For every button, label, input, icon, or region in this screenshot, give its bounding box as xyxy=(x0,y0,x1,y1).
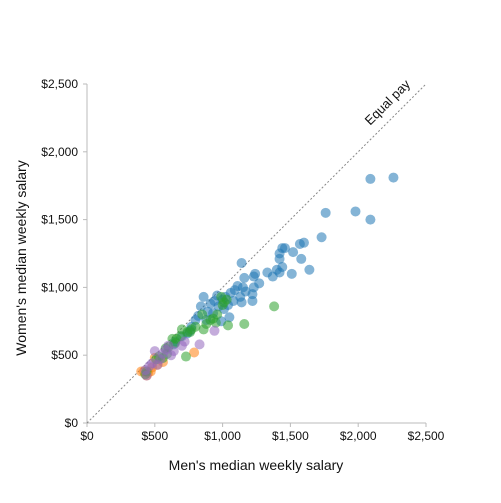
scatter-point xyxy=(180,351,191,362)
scatter-point xyxy=(304,264,315,275)
scatter-point xyxy=(262,267,273,278)
scatter-point xyxy=(286,268,297,279)
scatter-point xyxy=(320,207,331,218)
scatter-point xyxy=(216,291,227,302)
scatter-point xyxy=(149,346,160,357)
scatter-point xyxy=(217,300,228,311)
x-tick-label: $1,500 xyxy=(272,429,309,443)
x-tick-label: $1,000 xyxy=(204,429,241,443)
y-tick-label: $0 xyxy=(65,416,79,430)
y-tick-label: $500 xyxy=(51,348,78,362)
equal-pay-label: Equal pay xyxy=(362,76,414,128)
y-tick-label: $1,500 xyxy=(41,213,78,227)
scatter-point xyxy=(209,325,220,336)
scatter-point xyxy=(365,214,376,225)
scatter-point xyxy=(205,298,216,309)
scatter-point xyxy=(189,347,200,358)
scatter-point xyxy=(248,271,259,282)
scatter-point xyxy=(198,291,209,302)
scatter-point xyxy=(140,365,151,376)
x-tick-label: $500 xyxy=(141,429,168,443)
x-axis-title: Men's median weekly salary xyxy=(169,457,344,473)
scatter-point xyxy=(288,247,299,258)
x-tick-label: $2,500 xyxy=(408,429,445,443)
y-tick-label: $2,500 xyxy=(41,77,78,91)
scatter-point xyxy=(247,295,258,306)
plot-area: $0 $500 $1,000 $1,500 $2,000 $2,500 $0 $500 $1,0… xyxy=(41,76,444,443)
scatter-point xyxy=(296,253,307,264)
x-tick-label: $2,000 xyxy=(340,429,377,443)
scatter-point xyxy=(198,324,209,335)
scatter-point xyxy=(316,232,327,243)
y-axis-title: Women's median weekly salary xyxy=(13,160,29,355)
scatter-point xyxy=(388,172,399,183)
scatter-point xyxy=(224,312,235,323)
scatter-point xyxy=(223,320,234,331)
y-tick-label: $2,000 xyxy=(41,145,78,159)
scatter-point xyxy=(195,301,206,312)
scatter-point xyxy=(294,239,305,250)
scatter-point xyxy=(197,309,208,320)
scatter-point xyxy=(274,253,285,264)
y-tick-label: $1,000 xyxy=(41,280,78,294)
scatter-point xyxy=(239,272,250,283)
scatter-point xyxy=(365,173,376,184)
scatter-point xyxy=(236,257,247,268)
x-tick-label: $0 xyxy=(80,429,94,443)
scatter-point xyxy=(176,340,187,351)
scatter-point xyxy=(194,339,205,350)
scatter-point xyxy=(350,206,361,217)
scatter-point xyxy=(269,301,280,312)
scatter-point xyxy=(239,319,250,330)
